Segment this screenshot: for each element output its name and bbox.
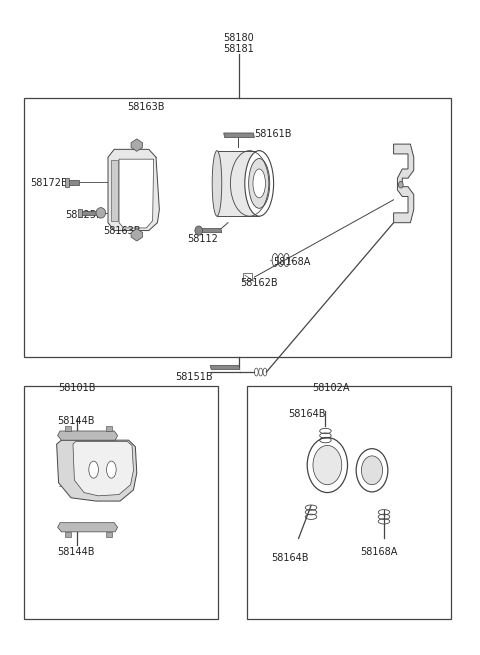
Text: 58162B: 58162B [240, 278, 277, 288]
Text: 58172B: 58172B [30, 178, 68, 189]
Ellipse shape [356, 449, 388, 492]
Polygon shape [131, 139, 143, 151]
Polygon shape [106, 532, 112, 537]
Ellipse shape [361, 456, 383, 485]
Ellipse shape [307, 438, 348, 493]
Text: 58168A: 58168A [360, 546, 397, 557]
Text: 58161B: 58161B [254, 128, 292, 139]
Ellipse shape [398, 181, 403, 188]
Text: 58164B: 58164B [288, 409, 325, 419]
Text: 58102A: 58102A [312, 383, 350, 393]
Ellipse shape [249, 159, 270, 208]
Polygon shape [57, 440, 137, 501]
Polygon shape [81, 211, 96, 215]
Ellipse shape [89, 461, 98, 478]
Polygon shape [78, 209, 82, 217]
Polygon shape [210, 365, 240, 369]
Ellipse shape [313, 445, 342, 485]
Ellipse shape [245, 151, 274, 216]
Polygon shape [58, 431, 118, 440]
Polygon shape [67, 180, 79, 185]
Polygon shape [65, 178, 69, 187]
Polygon shape [119, 159, 154, 228]
Polygon shape [217, 151, 259, 216]
Polygon shape [106, 426, 112, 431]
Ellipse shape [253, 169, 265, 198]
Polygon shape [108, 149, 159, 231]
Ellipse shape [96, 208, 106, 218]
Ellipse shape [195, 226, 203, 235]
Polygon shape [65, 532, 71, 537]
Ellipse shape [107, 461, 116, 478]
Polygon shape [65, 426, 71, 431]
Polygon shape [131, 229, 143, 241]
Text: 58101B: 58101B [58, 383, 96, 393]
Text: 58144B: 58144B [58, 546, 95, 557]
Text: 58112: 58112 [187, 234, 218, 244]
Ellipse shape [212, 151, 222, 216]
Text: 58125F: 58125F [65, 210, 101, 220]
Text: 58168A: 58168A [274, 257, 311, 267]
Text: 58180: 58180 [224, 33, 254, 43]
Polygon shape [201, 229, 222, 233]
Polygon shape [224, 133, 254, 138]
Polygon shape [73, 441, 133, 496]
Text: 58181: 58181 [224, 44, 254, 54]
Polygon shape [394, 144, 414, 223]
Text: 58144B: 58144B [58, 415, 95, 426]
Ellipse shape [254, 151, 264, 216]
Text: 58163B: 58163B [103, 225, 141, 236]
Polygon shape [111, 160, 118, 221]
Text: 58164B: 58164B [271, 553, 309, 563]
Polygon shape [58, 523, 118, 532]
Text: 58151B: 58151B [175, 371, 213, 382]
Text: 58163B: 58163B [127, 102, 165, 113]
